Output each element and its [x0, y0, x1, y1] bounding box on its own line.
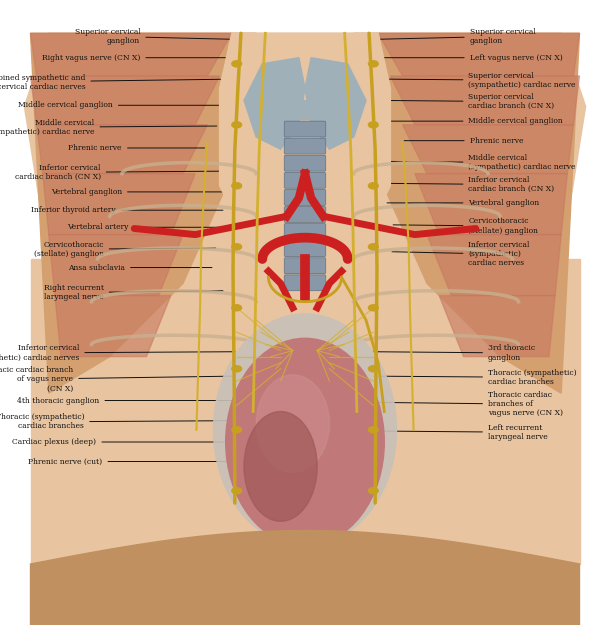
Text: Inferior cervical
cardiac branch (CN X): Inferior cervical cardiac branch (CN X)	[389, 176, 554, 193]
Text: Middle cervical
(sympathetic) cardiac nerve: Middle cervical (sympathetic) cardiac ne…	[0, 118, 217, 136]
Text: Thoracic (sympathetic)
cardiac branches: Thoracic (sympathetic) cardiac branches	[374, 369, 576, 386]
Polygon shape	[427, 235, 561, 296]
Ellipse shape	[244, 412, 317, 522]
FancyBboxPatch shape	[284, 172, 326, 188]
Ellipse shape	[232, 427, 242, 433]
FancyBboxPatch shape	[284, 258, 326, 274]
Text: Inferior cervical
(sympathetic)
cardiac nerves: Inferior cervical (sympathetic) cardiac …	[392, 241, 530, 268]
Polygon shape	[30, 531, 580, 625]
Text: Phrenic nerve: Phrenic nerve	[404, 137, 523, 145]
Text: Superior cervical
(sympathetic) cardiac nerve: Superior cervical (sympathetic) cardiac …	[380, 72, 576, 89]
FancyBboxPatch shape	[284, 138, 326, 154]
Text: Vertebral artery: Vertebral artery	[66, 223, 221, 231]
Ellipse shape	[368, 244, 378, 250]
Ellipse shape	[232, 305, 242, 311]
Polygon shape	[403, 125, 573, 173]
Polygon shape	[220, 33, 390, 210]
Text: Ansa subclavia: Ansa subclavia	[68, 264, 212, 271]
Text: Thoracic (sympathetic)
cardiac branches: Thoracic (sympathetic) cardiac branches	[0, 413, 235, 431]
FancyBboxPatch shape	[284, 241, 326, 257]
Ellipse shape	[368, 427, 378, 433]
Text: Middle cervical ganglion: Middle cervical ganglion	[18, 101, 223, 109]
Text: Inferior cervical
cardiac branch (CN X): Inferior cervical cardiac branch (CN X)	[15, 164, 220, 181]
FancyBboxPatch shape	[284, 223, 326, 239]
Text: Superior cervical
ganglion: Superior cervical ganglion	[375, 28, 536, 45]
Ellipse shape	[368, 183, 378, 189]
Ellipse shape	[232, 183, 242, 189]
Ellipse shape	[232, 488, 242, 494]
Ellipse shape	[368, 61, 378, 67]
Text: Cervicothoracic
(stellate) ganglion: Cervicothoracic (stellate) ganglion	[34, 241, 215, 258]
Text: Thoracic cardiac branch
of vagus nerve
(CN X): Thoracic cardiac branch of vagus nerve (…	[0, 366, 232, 392]
Text: Phrenic nerve: Phrenic nerve	[68, 144, 204, 152]
Polygon shape	[354, 33, 580, 393]
FancyBboxPatch shape	[284, 207, 326, 222]
Polygon shape	[30, 76, 220, 125]
Text: Superior cervical
ganglion: Superior cervical ganglion	[74, 28, 235, 45]
Text: (Conjoined sympathetic and
vagal) superior cervical cardiac nerves: (Conjoined sympathetic and vagal) superi…	[0, 74, 235, 91]
Ellipse shape	[368, 488, 378, 494]
Text: Middle cervical ganglion: Middle cervical ganglion	[386, 117, 563, 125]
Text: Vertebral ganglion: Vertebral ganglion	[387, 199, 540, 207]
Text: Left vagus nerve (CN X): Left vagus nerve (CN X)	[378, 54, 562, 61]
Text: Phrenic nerve (cut): Phrenic nerve (cut)	[28, 458, 234, 465]
Text: Right recurrent
laryngeal nerve: Right recurrent laryngeal nerve	[44, 284, 223, 301]
Text: Thoracic cardiac
branches of
vagus nerve (CN X): Thoracic cardiac branches of vagus nerve…	[376, 391, 563, 417]
Ellipse shape	[368, 122, 378, 128]
Polygon shape	[287, 100, 323, 118]
Polygon shape	[390, 76, 580, 125]
Ellipse shape	[232, 122, 242, 128]
Polygon shape	[55, 296, 171, 356]
Polygon shape	[49, 235, 183, 296]
Text: Left recurrent
laryngeal nerve: Left recurrent laryngeal nerve	[380, 424, 548, 441]
Ellipse shape	[214, 314, 396, 546]
Text: Inferior thyroid artery: Inferior thyroid artery	[31, 206, 223, 214]
Polygon shape	[30, 33, 256, 393]
Polygon shape	[30, 259, 580, 564]
Text: Middle cervical
(sympathetic) cardiac nerve: Middle cervical (sympathetic) cardiac ne…	[390, 154, 576, 172]
Polygon shape	[30, 33, 232, 76]
Text: Right vagus nerve (CN X): Right vagus nerve (CN X)	[42, 54, 232, 61]
Polygon shape	[439, 296, 555, 356]
Ellipse shape	[368, 365, 378, 372]
Text: 3rd thoracic
ganglion: 3rd thoracic ganglion	[374, 344, 535, 362]
Polygon shape	[415, 173, 567, 235]
Text: Vertebral ganglion: Vertebral ganglion	[51, 188, 223, 196]
Ellipse shape	[368, 305, 378, 311]
Ellipse shape	[226, 339, 384, 546]
Text: Cardiac plexus (deep): Cardiac plexus (deep)	[12, 438, 241, 446]
Polygon shape	[0, 15, 610, 625]
Polygon shape	[37, 125, 207, 173]
Text: Superior cervical
cardiac branch (CN X): Superior cervical cardiac branch (CN X)	[381, 93, 554, 110]
Text: Inferior cervical
(sympathetic) cardiac nerves: Inferior cervical (sympathetic) cardiac …	[0, 344, 235, 362]
Ellipse shape	[232, 365, 242, 372]
FancyBboxPatch shape	[284, 275, 326, 291]
Polygon shape	[378, 33, 580, 76]
Ellipse shape	[232, 61, 242, 67]
Text: 4th thoracic ganglion: 4th thoracic ganglion	[17, 397, 234, 404]
Polygon shape	[244, 58, 305, 149]
Polygon shape	[24, 33, 586, 259]
FancyBboxPatch shape	[284, 156, 326, 171]
Polygon shape	[305, 58, 366, 149]
FancyBboxPatch shape	[284, 189, 326, 205]
Ellipse shape	[232, 244, 242, 250]
Ellipse shape	[256, 375, 329, 472]
FancyBboxPatch shape	[284, 121, 326, 137]
Polygon shape	[43, 173, 195, 235]
Text: Cervicothoracic
(stellate) ganglion: Cervicothoracic (stellate) ganglion	[393, 218, 539, 235]
